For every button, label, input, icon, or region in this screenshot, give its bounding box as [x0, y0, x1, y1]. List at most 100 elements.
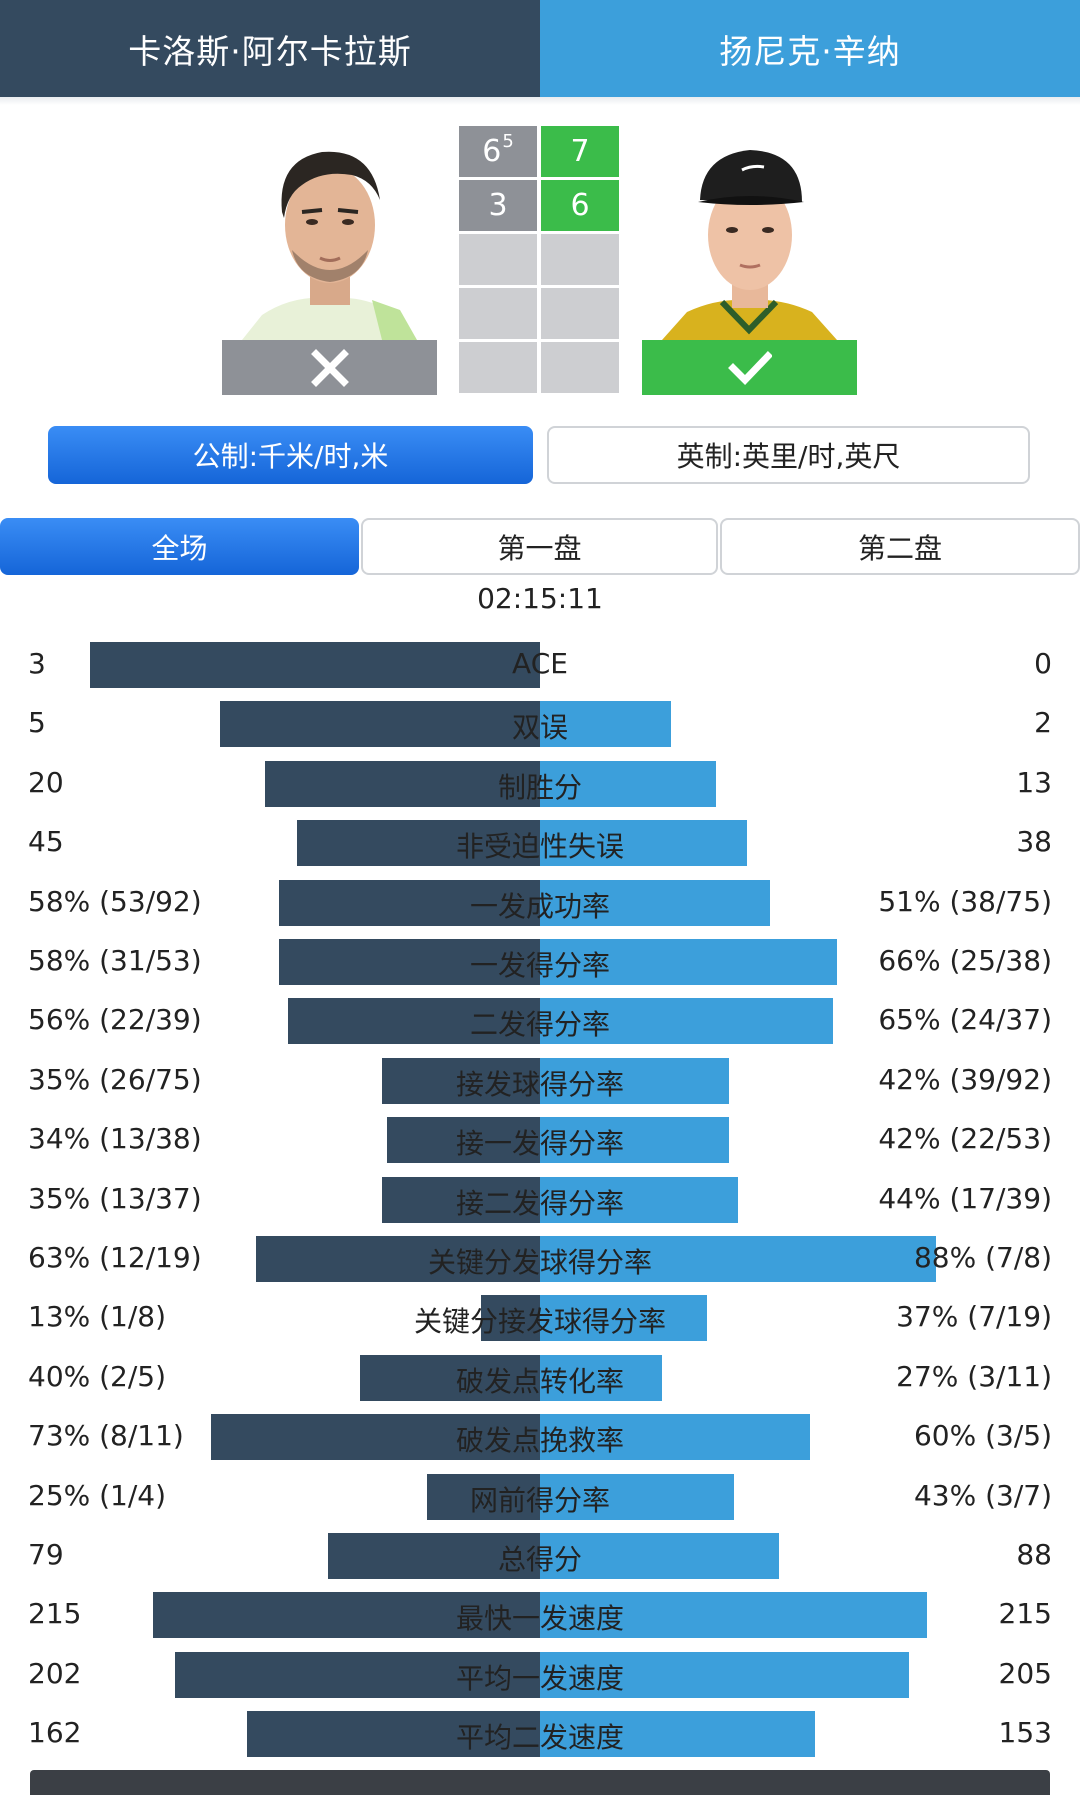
player-right-photo [642, 130, 857, 340]
stat-label: 接二发得分率 [455, 1186, 624, 1220]
stat-left-value: 3 [28, 647, 46, 680]
stat-bar-right [540, 939, 837, 985]
stat-label: 关键分接发球得分率 [413, 1305, 666, 1339]
stat-bar-left [382, 1176, 540, 1223]
stat-bar-right [540, 879, 770, 926]
stat-right-value: 13 [1016, 765, 1052, 799]
stat-right-value: 51% (38/75) [878, 884, 1052, 918]
stat-label: 接发球得分率 [455, 1067, 624, 1101]
stat-left-value: 58% (31/53) [28, 944, 202, 977]
stat-bar-right [540, 1354, 662, 1401]
stat-label: 关键分发球得分率 [427, 1246, 652, 1279]
bottom-bar [30, 1770, 1050, 1795]
stat-bar-right [540, 1414, 810, 1461]
stat-bar-right [540, 1236, 936, 1282]
stat-label: 网前得分率 [469, 1483, 610, 1517]
stat-bar-left [211, 1414, 540, 1461]
stat-right-value: 215 [998, 1597, 1052, 1631]
stat-bar-left [382, 1057, 540, 1104]
stat-bar-left [387, 1117, 540, 1164]
stat-bar-right [540, 1473, 734, 1520]
stat-left-value: 202 [28, 1656, 82, 1690]
header-divider [0, 97, 1080, 105]
player-right-name: 扬尼克·辛纳 [540, 0, 1080, 97]
stat-bar-right [540, 1711, 815, 1758]
stat-bar-left [265, 760, 540, 807]
stat-label: 破发点挽救率 [455, 1424, 624, 1458]
stat-right-value: 153 [998, 1716, 1052, 1750]
stat-label: 一发得分率 [469, 949, 610, 982]
stat-right-value: 0 [1034, 647, 1052, 680]
stat-right-value: 43% (3/7) [913, 1478, 1052, 1512]
unit-imperial-button[interactable]: 英制:英里/时,英尺 [547, 426, 1030, 484]
stat-left-value: 25% (1/4) [28, 1478, 167, 1512]
stat-right-value: 42% (39/92) [878, 1062, 1052, 1096]
score-left-set2: 3 [459, 180, 537, 231]
stat-bar-left [328, 1533, 540, 1579]
stat-right-value: 66% (25/38) [878, 944, 1052, 977]
stat-left-value: 35% (13/37) [28, 1181, 202, 1215]
stat-right-value: 2 [1034, 706, 1052, 740]
stat-bar-right [540, 1533, 779, 1579]
player-left-name: 卡洛斯·阿尔卡拉斯 [0, 0, 540, 97]
stat-label: 接一发得分率 [455, 1127, 624, 1161]
tab-full-match[interactable]: 全场 [0, 518, 359, 575]
stat-label: 非受迫性失误 [455, 830, 624, 864]
stat-label: 破发点转化率 [455, 1364, 624, 1398]
score-right-set4 [541, 288, 619, 339]
stat-bar-right [540, 820, 747, 867]
stat-bar-left [279, 879, 540, 926]
stat-left-value: 162 [28, 1716, 82, 1750]
stat-left-value: 40% (2/5) [28, 1359, 167, 1393]
stat-bar-right [540, 1592, 927, 1639]
score-right-set5 [541, 342, 619, 393]
stat-right-value: 60% (3/5) [913, 1419, 1052, 1453]
stat-left-value: 73% (8/11) [28, 1419, 184, 1453]
stat-right-value: 37% (7/19) [896, 1300, 1052, 1334]
stat-right-value: 88% (7/8) [913, 1241, 1052, 1274]
score-right-set3 [541, 234, 619, 285]
stat-right-value: 42% (22/53) [878, 1122, 1052, 1156]
stat-label: 总得分 [497, 1543, 582, 1576]
stat-label: 最快一发速度 [455, 1602, 624, 1636]
stat-bar-left [153, 1592, 540, 1639]
tab-set-2[interactable]: 第二盘 [720, 518, 1080, 575]
stat-left-value: 58% (53/92) [28, 884, 202, 918]
stat-bar-left [279, 939, 540, 985]
stat-right-value: 38 [1016, 825, 1052, 859]
stat-left-value: 56% (22/39) [28, 1003, 202, 1037]
stat-bar-right [540, 760, 716, 807]
stat-bar-right [540, 998, 833, 1045]
stat-bar-right [540, 1057, 729, 1104]
stat-bar-left [481, 1295, 540, 1342]
score-right-set2: 6 [541, 180, 619, 231]
score-left-set5 [459, 342, 537, 393]
tab-set-1[interactable]: 第一盘 [361, 518, 718, 575]
match-duration: 02:15:11 [477, 582, 603, 615]
match-header: 卡洛斯·阿尔卡拉斯 扬尼克·辛纳 [0, 0, 1080, 97]
stat-bar-right [540, 1295, 707, 1342]
stat-right-value: 44% (17/39) [878, 1181, 1052, 1215]
stat-left-value: 35% (26/75) [28, 1062, 202, 1096]
score-left-set4 [459, 288, 537, 339]
stat-bar-left [297, 820, 540, 867]
cross-icon [310, 348, 349, 387]
stat-bar-left [288, 998, 540, 1045]
stat-label: 平均一发速度 [455, 1661, 624, 1695]
score-left-set3 [459, 234, 537, 285]
stat-bar-right [540, 1651, 909, 1698]
player-right-win-indicator [642, 340, 857, 395]
stat-left-value: 5 [28, 706, 46, 740]
stat-bar-left [220, 701, 540, 748]
stat-label: 一发成功率 [469, 889, 610, 923]
stat-right-value: 27% (3/11) [896, 1359, 1052, 1393]
score-left-set1-games: 6 [482, 134, 502, 169]
stat-bar-right [540, 1117, 729, 1164]
stat-bar-left [360, 1354, 540, 1401]
unit-metric-button[interactable]: 公制:千米/时,米 [48, 426, 533, 484]
stat-right-value: 65% (24/37) [878, 1003, 1052, 1037]
stat-left-value: 79 [28, 1538, 64, 1571]
stat-label: 制胜分 [497, 770, 582, 804]
